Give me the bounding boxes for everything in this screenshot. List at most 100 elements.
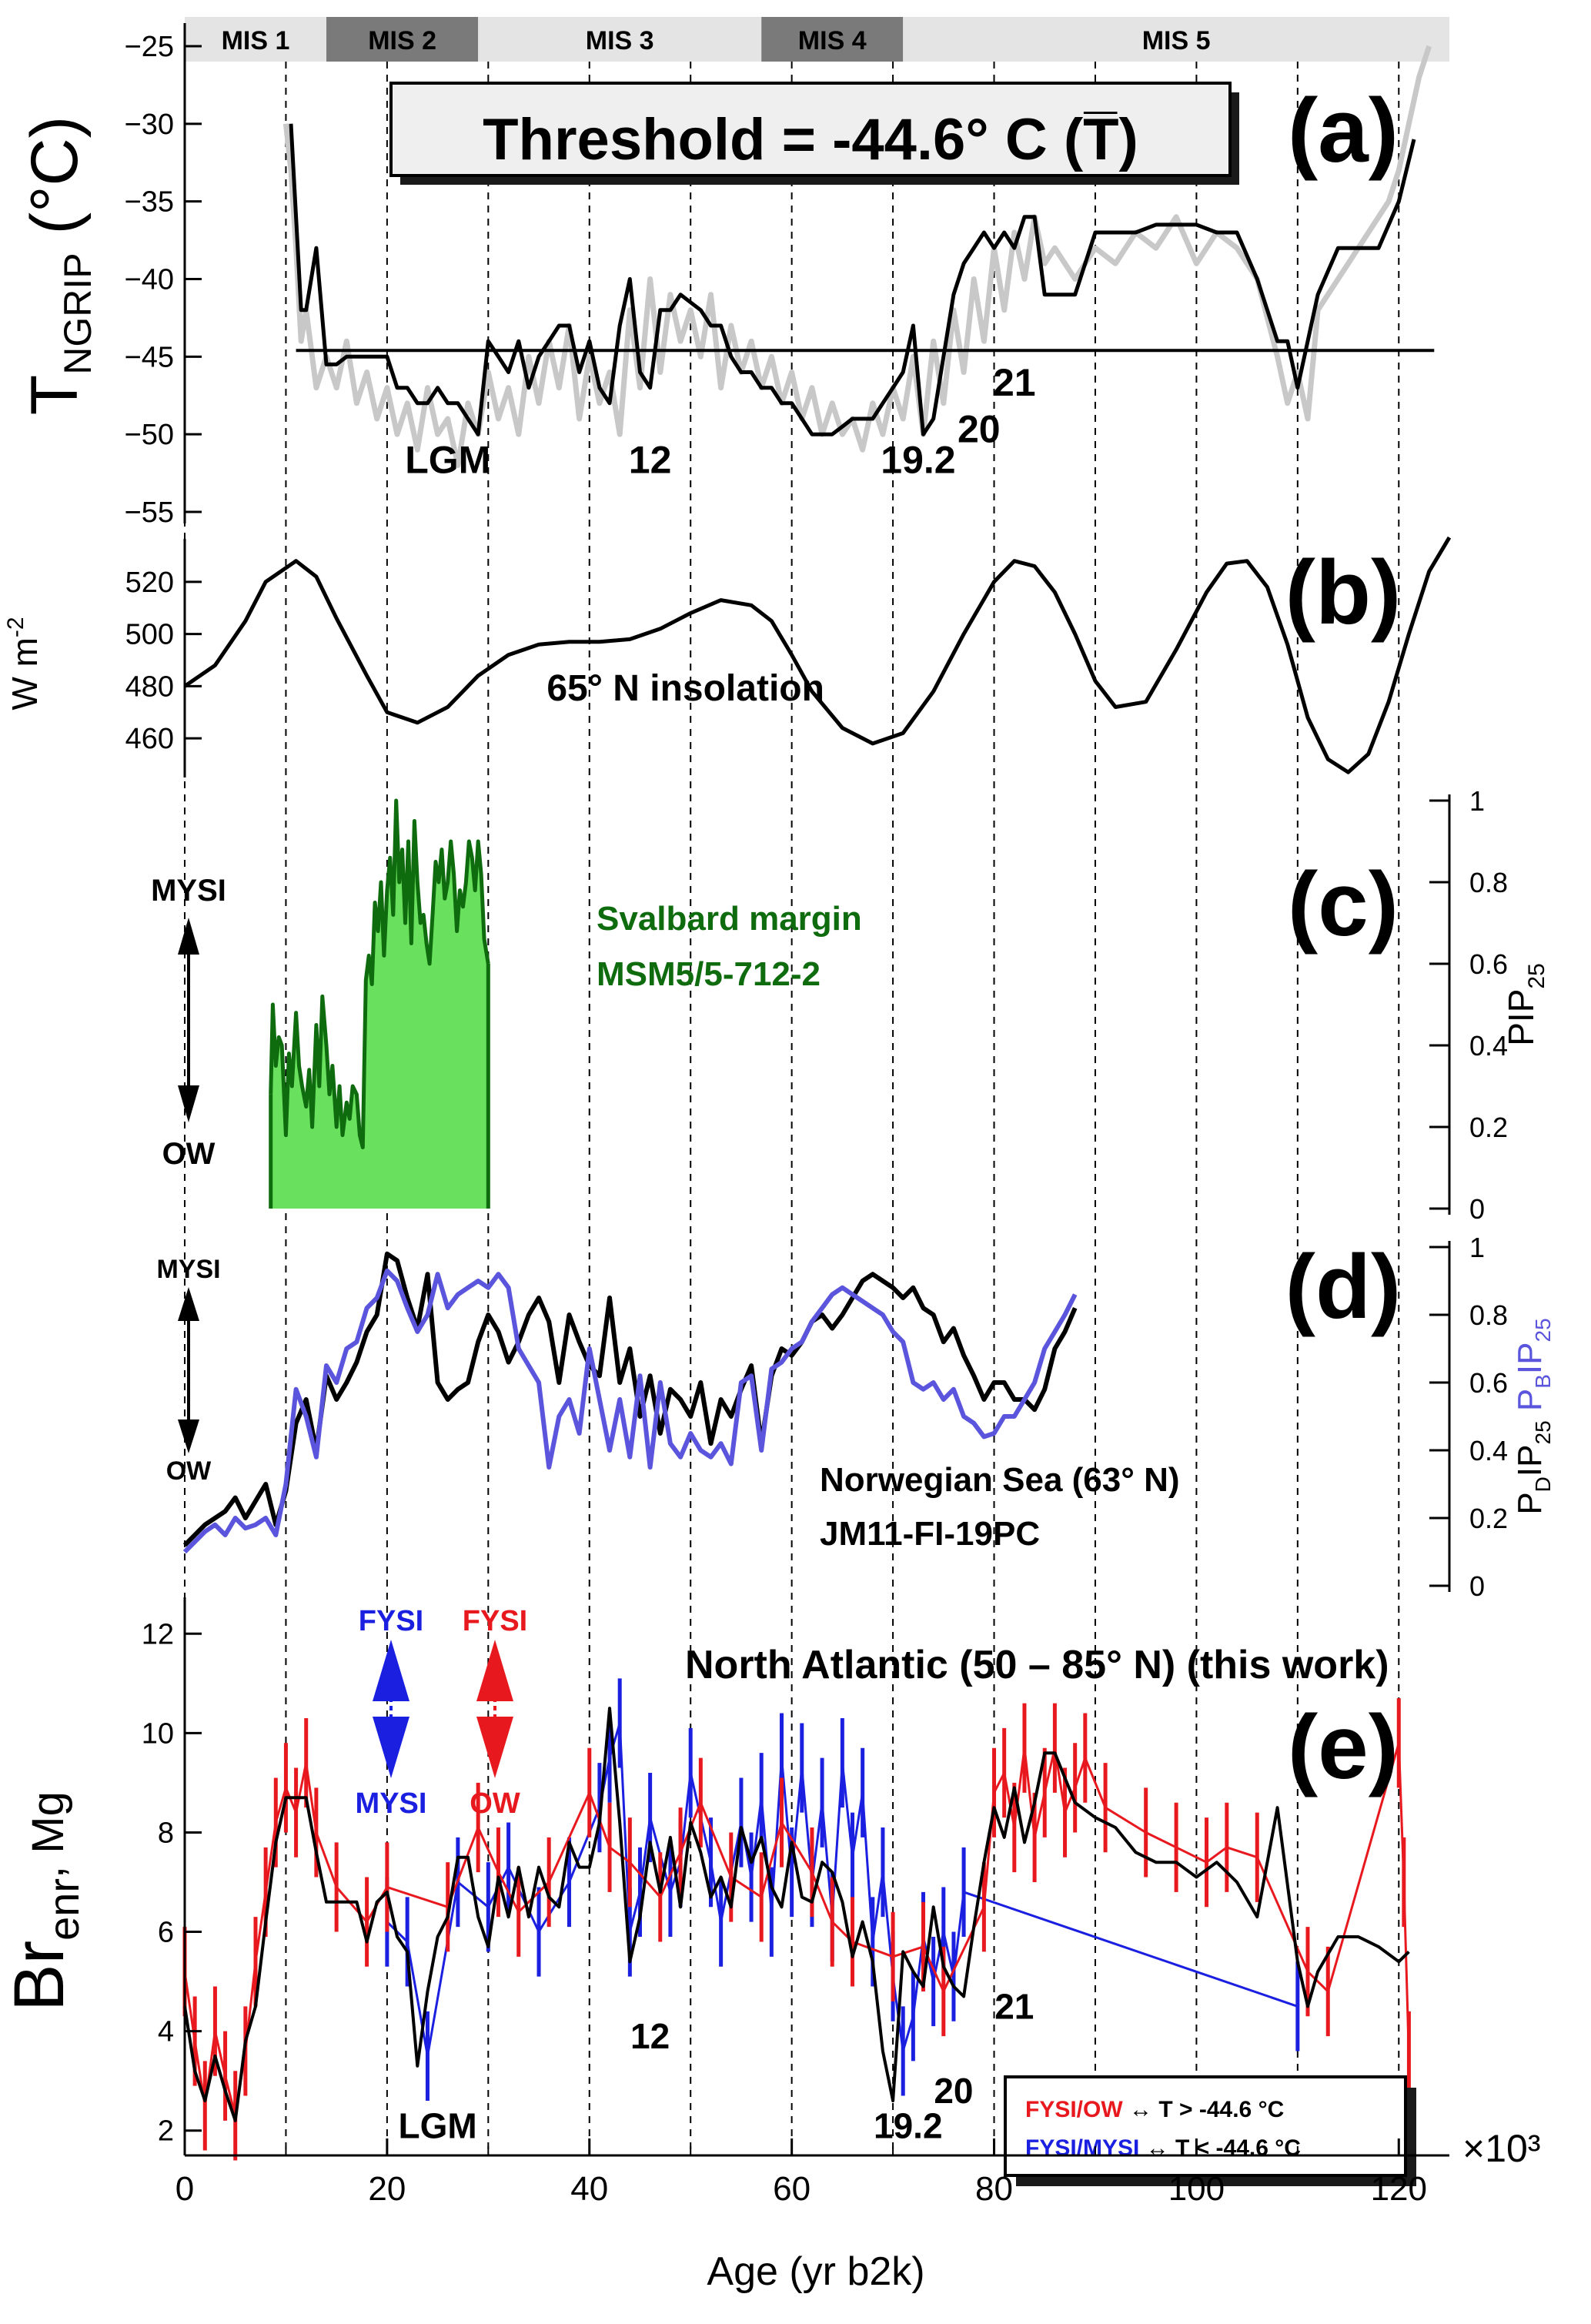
- mis-band-3: [478, 17, 762, 62]
- panel-a-left-axis: −25 −30 −35 −40 −45 −50 −55: [125, 23, 202, 529]
- panel-a-annotation: 19.2: [881, 439, 955, 482]
- svalbard-site-name: Svalbard margin: [597, 900, 862, 938]
- insolation-annotation: 65° N insolation: [546, 668, 824, 709]
- panel-c-y2tick-label: 0.2: [1469, 1112, 1508, 1143]
- blue-arrow-down-head: [373, 1717, 409, 1778]
- norwegian-pbip25-line: [182, 1268, 1078, 1554]
- panel-d-arrow-up-head: [178, 1287, 199, 1321]
- panel-c-y2tick-label: 0.4: [1469, 1030, 1508, 1062]
- panel-e-ytick-label: 10: [142, 1717, 174, 1750]
- panel-e-ytick-label: 4: [158, 2016, 174, 2048]
- red-arrow: FYSI OW: [463, 1605, 527, 1820]
- panel-a-annotation: 20: [958, 407, 1001, 450]
- panel-b-ytick-label: 500: [125, 619, 174, 651]
- panel-a-ytick-label: −35: [125, 186, 174, 219]
- panel-e-ytick-label: 6: [158, 1917, 174, 1949]
- panel-c-arrow-top-label: MYSI: [151, 874, 226, 908]
- red-arrow-top-label: FYSI: [463, 1605, 527, 1637]
- blue-arrow-bottom-label: MYSI: [356, 1787, 427, 1820]
- panel-c-y2tick-label: 0.8: [1469, 867, 1508, 898]
- blue-arrow-top-label: FYSI: [359, 1605, 423, 1637]
- panel-d-y2tick-label: 0.6: [1469, 1367, 1508, 1399]
- panel-e-ytick-label: 2: [158, 2115, 174, 2148]
- x-axis-label: Age (yr b2k): [707, 2249, 924, 2294]
- mis-band-label-3: MIS 3: [586, 26, 654, 55]
- mis-band-label-4: MIS 4: [798, 26, 867, 55]
- panel-a-ytick-label: −30: [125, 109, 174, 141]
- legend-row-blue: FYSI/MYSI ↔ T < -44.6 °C: [1025, 2135, 1301, 2161]
- panel-c-label: (c): [1288, 854, 1399, 955]
- legend-box: [1004, 2075, 1407, 2177]
- panel-e-blue-line: [386, 1722, 1299, 2058]
- x-tick-label: 80: [975, 2170, 1013, 2208]
- panel-b-ytick-label: 480: [125, 670, 174, 703]
- panel-b-ylabel: W m-2: [3, 617, 45, 710]
- mis-band-label-2: MIS 2: [368, 26, 436, 55]
- norwegian-site-name: Norwegian Sea (63° N): [820, 1461, 1180, 1499]
- panel-e-ytick-label: 12: [142, 1618, 174, 1650]
- panel-b: 65° N insolation W m-2: [3, 536, 1452, 774]
- panel-d-y2tick-label: 0.8: [1469, 1299, 1508, 1331]
- x-tick-label: 0: [175, 2170, 194, 2208]
- blue-arrow-up-head: [373, 1640, 409, 1701]
- panel-c-y2label: PIP25: [1501, 963, 1549, 1046]
- panel-b-label: (b): [1285, 542, 1402, 644]
- legend-row-red: FYSI/OW ↔ T > -44.6 °C: [1025, 2097, 1284, 2122]
- red-arrow-down-head: [476, 1717, 513, 1778]
- panel-d-y2tick-label: 1: [1469, 1232, 1485, 1263]
- panel-e-annotation: 21: [994, 1986, 1034, 2026]
- threshold-text: Threshold = -44.6° C (T̅): [483, 107, 1138, 172]
- x-tick-label: 40: [570, 2170, 608, 2208]
- panel-e-ylabel: Brenr, Mg: [0, 1791, 88, 2011]
- mis-band-5: [903, 17, 1449, 62]
- mis-band-2: [326, 17, 479, 62]
- panel-a-ytick-label: −50: [125, 419, 174, 451]
- svalbard-pip25-line: [269, 798, 490, 1149]
- panel-d-arrow-down-head: [178, 1419, 199, 1453]
- x-tick-label: 20: [368, 2170, 406, 2208]
- panel-c-right-axis: 1 0.8 0.6 0.4 0.2 0: [1429, 785, 1508, 1225]
- norwegian-pdip25-line: [182, 1251, 1078, 1547]
- panel-d: MYSI OW Norwegian Sea (63° N) JM11-FI-19PC P…: [156, 1251, 1555, 1554]
- svalbard-pip25-area: [270, 801, 489, 1209]
- panel-c: MYSI OW Svalbard margin MSM5/5-712-2 PIP25: [151, 798, 1549, 1209]
- mis-band-strip: MIS 1 MIS 2 MIS 3 MIS 4 MIS 5: [185, 17, 1449, 62]
- x-tick-label: 60: [773, 2170, 811, 2208]
- mis-band-4: [761, 17, 904, 62]
- panel-e-annotation: 19.2: [874, 2105, 943, 2145]
- panel-a-annotation: 21: [993, 361, 1036, 404]
- panel-e-label: (e): [1288, 1697, 1399, 1798]
- svalbard-core-id: MSM5/5-712-2: [597, 955, 821, 993]
- panel-d-y2tick-label: 0.2: [1469, 1503, 1508, 1534]
- panel-c-arrow-down-head: [178, 1085, 199, 1122]
- threshold-box: [389, 82, 1232, 177]
- mis-band-label-5: MIS 5: [1142, 26, 1211, 55]
- panel-d-label: (d): [1285, 1236, 1402, 1338]
- panel-a-ylabel: TNGRIP (°C): [18, 116, 99, 416]
- panel-a-ytick-label: −55: [125, 497, 174, 529]
- panel-c-y2tick-label: 0: [1469, 1193, 1485, 1225]
- panel-d-arrow-bottom-label: OW: [166, 1456, 212, 1486]
- panel-e-ytick-label: 8: [158, 1817, 174, 1849]
- panel-a-ytick-label: −25: [125, 31, 174, 63]
- mis-band-1: [185, 17, 327, 62]
- panel-e-title: North Atlantic (50 – 85° N) (this work): [685, 1643, 1389, 1687]
- panel-c-arrow-up-head: [178, 918, 199, 955]
- red-arrow-bottom-label: OW: [470, 1787, 520, 1820]
- x-tick-label: 100: [1168, 2170, 1225, 2208]
- panel-e-annotation: LGM: [398, 2105, 476, 2145]
- panel-e-left-axis: 12 10 8 6 4 2: [142, 1597, 202, 2155]
- panel-b-left-axis: 520 500 480 460: [125, 539, 202, 777]
- panel-a-annotation: 12: [629, 439, 672, 482]
- x-axis: 0 20 40 60 80 100 120 Age (yr b2k) ×10³: [175, 2127, 1541, 2294]
- panel-a-label: (a): [1288, 80, 1399, 182]
- panel-d-arrow-top-label: MYSI: [156, 1255, 220, 1284]
- panel-d-y2tick-label: 0.4: [1469, 1435, 1508, 1466]
- panel-e-annotation: 20: [934, 2071, 973, 2111]
- panel-a-series-stepped: [289, 123, 1416, 436]
- red-arrow-up-head: [476, 1640, 513, 1701]
- panel-c-y2tick-label: 1: [1469, 785, 1485, 817]
- panel-b-ytick-label: 460: [125, 723, 174, 755]
- norwegian-core-id: JM11-FI-19PC: [820, 1515, 1040, 1553]
